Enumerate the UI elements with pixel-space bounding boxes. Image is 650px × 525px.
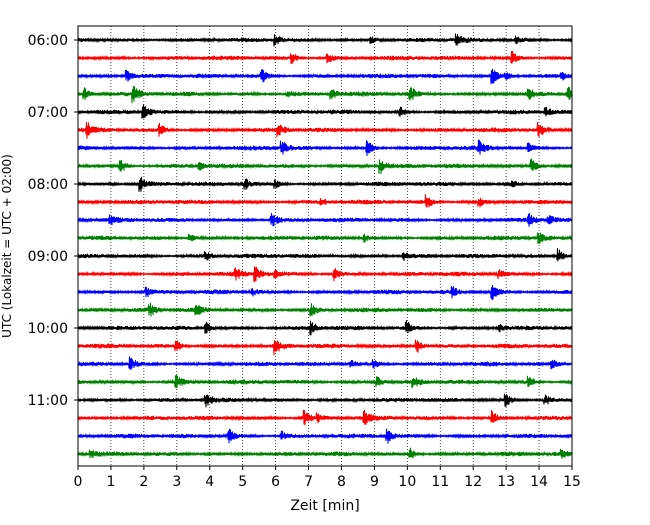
trace-11:45 [77, 447, 573, 459]
x-tick-label: 11 [431, 474, 449, 490]
y-tick-label: 07:00 [28, 105, 68, 121]
x-tick-label: 15 [563, 474, 581, 490]
trace-06:00 [77, 33, 573, 47]
x-tick-label: 14 [530, 474, 548, 490]
trace-09:45 [77, 302, 573, 317]
trace-07:30 [77, 139, 573, 156]
x-tick-label: 2 [139, 474, 148, 490]
trace-10:00 [77, 320, 573, 336]
trace-08:15 [77, 194, 573, 208]
x-tick-label: 5 [238, 474, 247, 490]
y-tick-label: 08:00 [28, 177, 68, 193]
trace-08:45 [77, 232, 573, 244]
y-tick-label: 09:00 [28, 249, 68, 265]
trace-06:45 [77, 86, 573, 104]
trace-11:30 [77, 428, 573, 444]
x-tick-label: 12 [464, 474, 482, 490]
seismic-traces [77, 33, 573, 459]
x-tick-label: 7 [304, 474, 313, 490]
trace-09:30 [77, 284, 573, 300]
x-axis-ticks: 0 1 2 3 4 5 6 7 8 9 10 11 12 13 14 15 [74, 466, 581, 490]
trace-07:00 [77, 104, 573, 119]
y-tick-label: 11:00 [28, 393, 68, 409]
y-tick-label: 10:00 [28, 321, 68, 337]
x-axis-label: Zeit [min] [290, 498, 359, 514]
trace-10:30 [77, 356, 573, 370]
trace-11:15 [77, 409, 573, 426]
minute-grid [110, 26, 540, 466]
x-tick-label: 0 [74, 474, 83, 490]
x-tick-label: 8 [337, 474, 346, 490]
trace-11:00 [77, 393, 573, 408]
x-tick-label: 9 [370, 474, 379, 490]
trace-07:45 [77, 158, 573, 175]
trace-06:15 [77, 50, 573, 64]
x-tick-label: 4 [205, 474, 214, 490]
trace-10:15 [77, 339, 573, 356]
trace-08:00 [77, 176, 573, 192]
trace-08:30 [77, 213, 573, 227]
trace-07:15 [77, 121, 573, 139]
x-tick-label: 3 [172, 474, 181, 490]
y-axis-label: UTC (Lokalzeit = UTC + 02:00) [0, 154, 14, 338]
x-tick-label: 13 [497, 474, 515, 490]
trace-09:15 [77, 266, 573, 283]
plot-frame [77, 25, 573, 467]
y-tick-label: 06:00 [28, 33, 68, 49]
trace-09:00 [77, 248, 573, 262]
y-axis-ticks: 06:00 07:00 08:00 09:00 10:00 11:00 [28, 33, 78, 409]
x-tick-label: 6 [271, 474, 280, 490]
x-tick-label: 10 [398, 474, 416, 490]
trace-10:45 [77, 374, 573, 389]
x-tick-label: 1 [106, 474, 115, 490]
trace-06:30 [77, 68, 573, 85]
